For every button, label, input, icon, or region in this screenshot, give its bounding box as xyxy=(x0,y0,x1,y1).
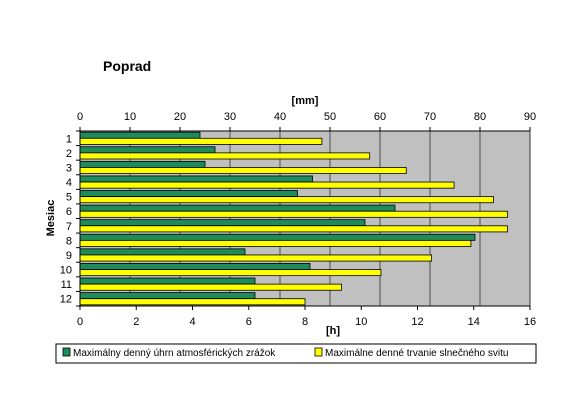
bar-sunshine xyxy=(79,225,508,233)
bottom-axis-ticks: 0 2 4 6 8 10 12 14 16 xyxy=(77,306,536,328)
bottom-tick-label: 6 xyxy=(246,316,252,328)
bar-precipitation xyxy=(79,219,366,227)
legend-label-sunshine: Maximálne denné trvanie slnečného svitu xyxy=(325,348,508,359)
bar-precipitation xyxy=(79,292,256,300)
bar-sunshine xyxy=(79,269,382,277)
bar-precipitation xyxy=(79,146,216,154)
category-label: 11 xyxy=(61,279,72,291)
category-label: 3 xyxy=(66,162,72,174)
y-axis-label: Mesiac xyxy=(45,200,57,237)
bar-precipitation xyxy=(79,160,206,168)
bar-sunshine xyxy=(79,167,407,174)
category-label: 1 xyxy=(66,133,72,145)
bar-sunshine xyxy=(79,283,342,291)
bottom-tick-label: 10 xyxy=(355,316,367,328)
category-label: 7 xyxy=(66,221,72,233)
bar-sunshine xyxy=(79,239,472,247)
grid-lines xyxy=(129,131,531,306)
category-label: 9 xyxy=(66,250,72,262)
category-label: 2 xyxy=(66,148,72,160)
bar-sunshine xyxy=(79,152,371,160)
bar-precipitation xyxy=(79,263,311,270)
top-tick-label: 20 xyxy=(174,111,186,123)
bar-precipitation xyxy=(79,190,298,198)
top-tick-label: 70 xyxy=(424,111,436,123)
category-label: 6 xyxy=(66,206,72,218)
category-label: 4 xyxy=(66,177,72,189)
bottom-tick-label: 12 xyxy=(411,316,423,328)
bar-sunshine xyxy=(79,298,306,306)
bar-precipitation xyxy=(79,277,256,285)
top-tick-label: 30 xyxy=(224,111,236,123)
category-label: 10 xyxy=(60,265,72,277)
bar-sunshine xyxy=(79,254,432,262)
top-tick-label: 0 xyxy=(77,111,83,123)
bottom-tick-label: 4 xyxy=(189,316,195,328)
top-tick-label: 10 xyxy=(124,111,136,123)
bar-precipitation xyxy=(79,233,476,241)
legend-label-precipitation: Maximálny denný úhrn atmosférických zráž… xyxy=(73,348,276,359)
legend: Maximálny denný úhrn atmosférických zráž… xyxy=(55,343,537,364)
bar-sunshine xyxy=(79,181,455,189)
category-label: 8 xyxy=(66,235,72,247)
bar-sunshine xyxy=(79,210,508,218)
bar-precipitation xyxy=(79,175,313,183)
bar-sunshine xyxy=(79,137,323,145)
bottom-axis-label: [h] xyxy=(326,325,340,337)
bottom-tick-label: 2 xyxy=(133,316,139,328)
top-tick-label: 50 xyxy=(324,111,336,123)
category-label: 12 xyxy=(60,294,72,306)
top-tick-label: 80 xyxy=(474,111,486,123)
bar-precipitation xyxy=(79,204,396,212)
bottom-tick-label: 0 xyxy=(77,316,83,328)
chart-title: Poprad xyxy=(103,58,151,74)
top-tick-label: 60 xyxy=(374,111,386,123)
legend-swatch-sunshine xyxy=(314,347,323,357)
plot-area xyxy=(79,130,531,307)
bottom-tick-label: 14 xyxy=(468,316,480,328)
top-axis-label: [mm] xyxy=(292,95,319,107)
bar-sunshine xyxy=(79,196,494,204)
top-tick-label: 40 xyxy=(274,111,286,123)
bar-precipitation xyxy=(79,248,246,256)
bar-precipitation xyxy=(79,131,201,139)
bottom-tick-label: 16 xyxy=(524,316,536,328)
bottom-tick-label: 8 xyxy=(302,316,308,328)
legend-swatch-precipitation xyxy=(62,347,71,357)
category-label: 5 xyxy=(66,192,72,204)
top-axis-ticks: 0 10 20 30 40 50 60 70 80 90 xyxy=(77,111,536,131)
legend-box xyxy=(55,343,537,364)
top-tick-label: 90 xyxy=(524,111,536,123)
